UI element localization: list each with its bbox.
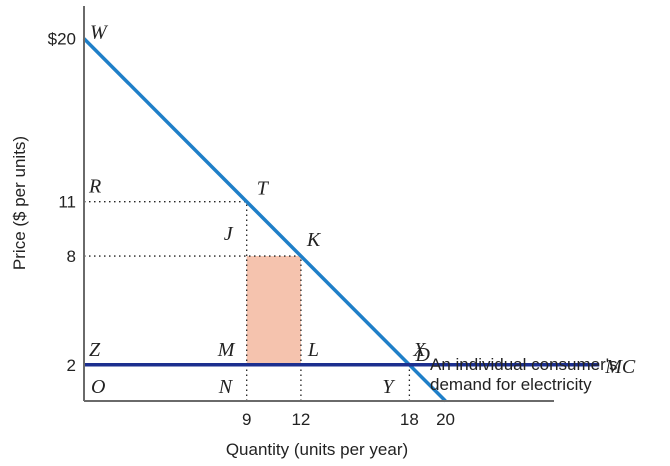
x-tick-label-12: 12 [291, 410, 310, 429]
point-label-z: Z [89, 339, 101, 361]
x-axis-label: Quantity (units per year) [226, 440, 408, 459]
y-axis-label: Price ($ per units) [10, 136, 29, 270]
y-tick-label-11: 11 [58, 193, 76, 212]
shaded-region-group [246, 256, 301, 365]
point-label-x: X [412, 339, 426, 361]
shaded-rectangle [246, 256, 301, 365]
y-tick-label-8: 8 [67, 247, 76, 266]
point-label-n: N [218, 376, 234, 398]
guide-lines-group [84, 201, 411, 401]
x-tick-label-20: 20 [436, 410, 455, 429]
point-label-w: W [90, 22, 109, 44]
point-label-t: T [257, 178, 270, 200]
demand-annotation: An individual consumer's demand for elec… [430, 355, 622, 394]
annotation-line-2: demand for electricity [430, 375, 592, 394]
point-label-k: K [306, 229, 322, 251]
y-tick-label-2: 2 [67, 356, 76, 375]
point-label-o: O [91, 376, 105, 398]
point-label-l: L [307, 339, 319, 361]
point-label-r: R [88, 176, 101, 198]
series-line-d [82, 37, 447, 403]
y-tick-label-20: $20 [48, 30, 76, 49]
point-label-m: M [217, 339, 236, 361]
point-label-mc: MC [604, 356, 636, 378]
annotation-line-1: An individual consumer's [430, 355, 618, 374]
axes-group [83, 6, 554, 402]
point-label-d: D [415, 344, 431, 366]
x-tick-label-18: 18 [400, 410, 419, 429]
point-label-j: J [224, 223, 234, 245]
series-group [82, 37, 600, 403]
x-tick-label-9: 9 [242, 410, 251, 429]
tick-labels-group: 9 12 18 20 $20 11 8 2 [48, 30, 455, 429]
point-labels-group: W R T J K Z M L X MC D O N Y [88, 22, 636, 398]
point-label-y: Y [382, 376, 395, 398]
